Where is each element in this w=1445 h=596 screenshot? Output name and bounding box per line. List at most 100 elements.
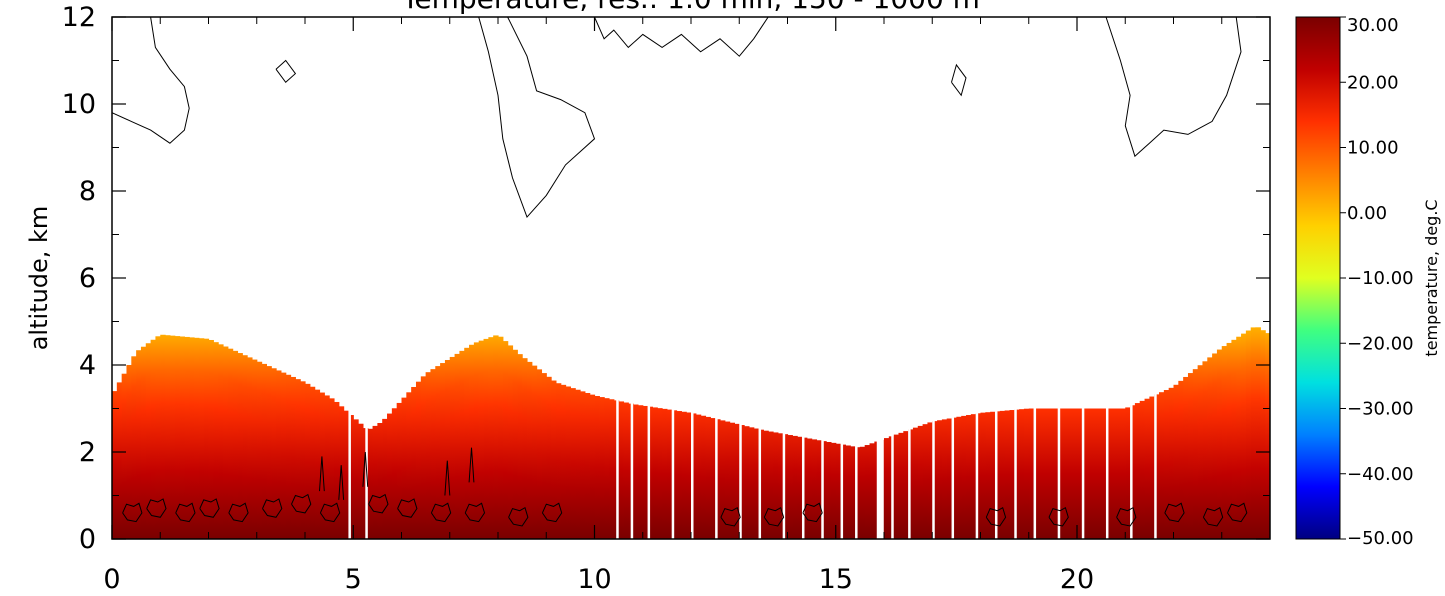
cloud-contour bbox=[430, 502, 452, 523]
heatmap-column bbox=[541, 373, 547, 539]
colorbar-tick-label: 10.00 bbox=[1347, 138, 1399, 159]
heatmap-column bbox=[478, 340, 485, 539]
heatmap-column bbox=[488, 337, 494, 539]
heatmap-column bbox=[1149, 396, 1155, 539]
heatmap-column bbox=[396, 402, 403, 539]
heatmap-column bbox=[970, 414, 977, 539]
heatmap-column bbox=[869, 443, 875, 539]
data-gap bbox=[1105, 365, 1109, 539]
heatmap-column bbox=[937, 420, 943, 539]
heatmap-column bbox=[324, 395, 330, 539]
data-gap bbox=[616, 365, 619, 539]
heatmap-column bbox=[112, 391, 118, 539]
heatmap-column bbox=[551, 380, 557, 539]
heatmap-column bbox=[290, 376, 296, 539]
colorbar-tick-label: −10.00 bbox=[1347, 268, 1414, 289]
data-gap bbox=[671, 365, 675, 539]
heatmap-column bbox=[314, 389, 321, 539]
cloud-contour bbox=[319, 456, 325, 492]
heatmap-column bbox=[247, 357, 253, 539]
heatmap-column bbox=[700, 415, 707, 539]
heatmap-column bbox=[372, 425, 378, 539]
cloud-contour bbox=[541, 502, 563, 523]
heatmap-column bbox=[681, 411, 687, 539]
heatmap-column bbox=[1110, 408, 1117, 539]
heatmap-column bbox=[1081, 408, 1088, 539]
heatmap-column bbox=[753, 428, 760, 539]
y-tick-label: 8 bbox=[79, 176, 96, 207]
colorbar-label: temperature, deg.C bbox=[1422, 199, 1441, 356]
heatmap-column bbox=[666, 409, 673, 539]
heatmap-column bbox=[1236, 336, 1242, 539]
heatmap-column bbox=[946, 418, 953, 539]
heatmap-column bbox=[502, 341, 509, 539]
heatmap-column bbox=[391, 408, 398, 539]
heatmap-column bbox=[309, 386, 316, 539]
cloud-contour bbox=[175, 502, 196, 523]
heatmap-column bbox=[903, 431, 909, 539]
heatmap-column bbox=[300, 381, 306, 539]
heatmap-column bbox=[464, 347, 470, 539]
data-gap bbox=[876, 365, 884, 539]
heatmap-column bbox=[1245, 330, 1252, 539]
cloud-contour bbox=[275, 59, 297, 84]
cloud-contour bbox=[444, 460, 451, 496]
heatmap-column bbox=[536, 369, 543, 539]
heatmap-column bbox=[145, 343, 152, 539]
heatmap-column bbox=[440, 363, 446, 539]
data-gap bbox=[348, 365, 351, 539]
heatmap-column bbox=[140, 346, 147, 539]
heatmap-column bbox=[1197, 365, 1204, 539]
heatmap-column bbox=[179, 336, 185, 539]
colorbar-tick-label: −30.00 bbox=[1347, 399, 1414, 420]
data-gap bbox=[932, 365, 935, 539]
cloud-contour bbox=[1164, 502, 1185, 523]
heatmap-column bbox=[1028, 408, 1035, 539]
heatmap-column bbox=[642, 405, 649, 539]
heatmap-column bbox=[994, 411, 1001, 539]
heatmap-column bbox=[715, 419, 721, 539]
colorbar-tick-label: −40.00 bbox=[1347, 464, 1414, 485]
cloud-contour bbox=[262, 498, 283, 518]
cloud-contour bbox=[802, 502, 823, 523]
data-gap bbox=[1081, 365, 1085, 539]
heatmap-column bbox=[908, 429, 914, 539]
heatmap-column bbox=[826, 441, 832, 539]
heatmap-column bbox=[676, 411, 682, 539]
data-gap bbox=[994, 365, 998, 539]
y-tick-label: 12 bbox=[62, 2, 96, 33]
heatmap-column bbox=[927, 422, 933, 539]
heatmap-column bbox=[1159, 392, 1165, 539]
cloud-contour bbox=[1202, 506, 1224, 527]
heatmap-column bbox=[594, 395, 600, 539]
heatmap-column bbox=[980, 412, 986, 539]
heatmap-column bbox=[401, 397, 407, 539]
heatmap-column bbox=[565, 386, 571, 539]
heatmap-column bbox=[155, 336, 161, 539]
data-gap bbox=[715, 365, 718, 539]
data-gap bbox=[840, 365, 844, 539]
heatmap-column bbox=[198, 338, 205, 539]
heatmap-column bbox=[498, 336, 504, 539]
heatmap-column bbox=[213, 342, 219, 539]
colorbar-axis: 30.00 20.00 10.00 0.00 −10.00 −20.00 −30.00 −40… bbox=[1340, 15, 1414, 549]
x-axis: 0 5 10 15 20 bbox=[103, 17, 1223, 595]
heatmap-column bbox=[531, 365, 538, 539]
heatmap-column bbox=[1183, 376, 1189, 539]
y-axis-label: altitude, km bbox=[25, 206, 53, 351]
heatmap-column bbox=[169, 335, 176, 539]
heatmap-column bbox=[1062, 408, 1068, 539]
data-gap bbox=[891, 365, 894, 539]
heatmap-column bbox=[329, 398, 335, 539]
y-tick-label: 2 bbox=[79, 437, 96, 468]
heatmap-column bbox=[1009, 410, 1015, 539]
heatmap-column bbox=[126, 365, 132, 539]
cloud-contour bbox=[1048, 506, 1069, 527]
heatmap-column bbox=[459, 350, 465, 539]
heatmap-column bbox=[203, 338, 210, 539]
heatmap-column bbox=[473, 342, 480, 539]
heatmap-column bbox=[1154, 394, 1160, 539]
heatmap-column bbox=[719, 420, 726, 539]
heatmap-column bbox=[956, 416, 962, 539]
